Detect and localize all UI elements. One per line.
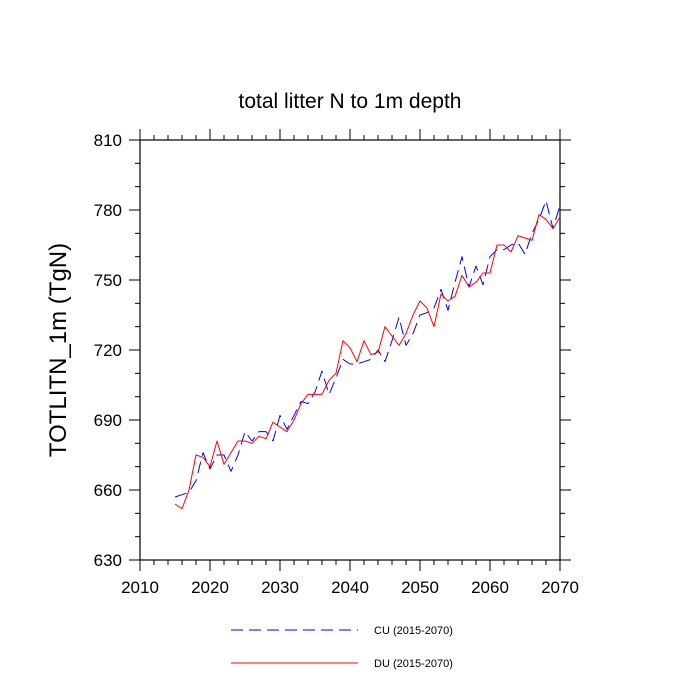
y-tick-label: 690 [94,411,122,430]
series-line-du [174,214,561,510]
y-tick-label: 750 [94,271,122,290]
plot-frame [139,139,561,561]
legend-label-du: DU (2015-2070) [374,658,453,670]
y-tick-label: 630 [94,551,122,570]
x-tick-label: 2050 [401,578,439,597]
series-layer [174,200,561,510]
y-tick-label: 780 [94,201,122,220]
x-tick-label: 2070 [541,578,579,597]
y-axis-label: TOTLITN_1m (TgN) [45,243,72,457]
y-tick-label: 720 [94,341,122,360]
chart-title: total litter N to 1m depth [239,90,462,113]
legend: CU (2015-2070) DU (2015-2070) [231,625,453,670]
x-tick-label: 2060 [471,578,509,597]
x-tick-label: 2030 [261,578,299,597]
y-tick-label: 660 [94,481,122,500]
axis-ticks [129,129,571,571]
x-tick-label: 2040 [331,578,369,597]
x-tick-label: 2010 [121,578,159,597]
legend-label-cu: CU (2015-2070) [374,625,453,637]
axis-tick-labels: 2010 2020 2030 2040 2050 2060 2070 630 660 690 720… [94,131,579,597]
y-tick-label: 810 [94,131,122,150]
x-tick-label: 2020 [191,578,229,597]
